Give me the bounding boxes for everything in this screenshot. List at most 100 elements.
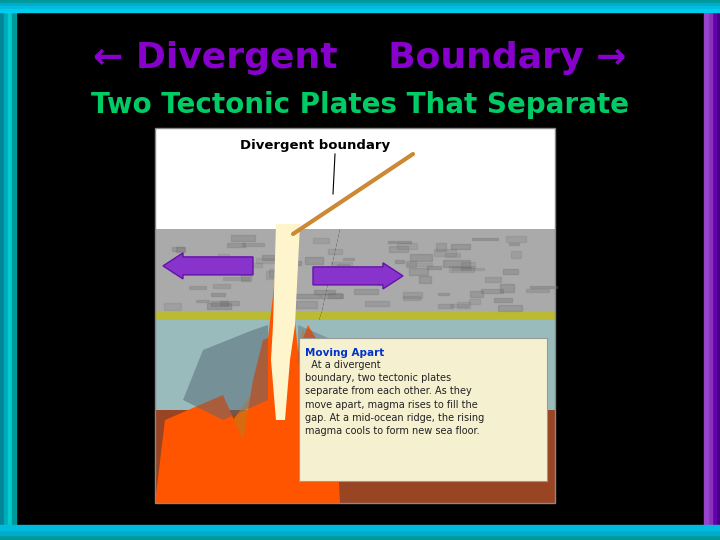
Bar [716, 0, 720, 540]
Bar [163, 303, 181, 310]
Bar [4, 0, 8, 540]
Bar [449, 266, 474, 272]
Bar [511, 251, 521, 258]
Bar [443, 260, 470, 267]
Bar [296, 301, 317, 308]
Bar [445, 253, 460, 258]
Bar [155, 410, 555, 503]
Bar [242, 244, 264, 246]
Bar [321, 294, 343, 298]
Bar [451, 244, 469, 249]
Bar [155, 128, 555, 229]
Bar [406, 261, 416, 267]
Bar [171, 247, 184, 251]
Bar [526, 289, 549, 292]
Bar [509, 242, 519, 245]
Bar [331, 262, 351, 265]
Bar [227, 244, 245, 247]
Bar [472, 238, 498, 240]
Bar [365, 301, 389, 306]
Bar [0, 530, 720, 535]
Text: At a divergent
boundary, two tectonic plates
separate from each other. As they
m: At a divergent boundary, two tectonic pl… [305, 360, 485, 436]
Bar [408, 264, 432, 266]
Bar [231, 234, 255, 240]
Bar [470, 292, 483, 296]
Text: Oceanic
lithosphere: Oceanic lithosphere [457, 347, 533, 375]
Bar [207, 303, 231, 308]
Polygon shape [183, 325, 268, 420]
Bar [500, 285, 513, 292]
Bar [172, 265, 200, 273]
Bar [220, 301, 240, 305]
Bar [503, 268, 518, 274]
Bar [480, 288, 503, 293]
Text: Two Tectonic Plates That Separate: Two Tectonic Plates That Separate [91, 91, 629, 119]
Bar [208, 264, 235, 270]
Bar [0, 0, 720, 3]
Bar [506, 236, 526, 241]
Bar [210, 293, 225, 296]
Polygon shape [165, 284, 333, 503]
Bar [712, 0, 716, 540]
Bar [266, 271, 279, 279]
Bar [410, 254, 431, 261]
Bar [336, 264, 349, 268]
Polygon shape [298, 325, 353, 410]
Bar [403, 292, 422, 298]
Bar [313, 238, 328, 242]
Bar [493, 298, 512, 302]
Bar [269, 269, 291, 277]
Bar [296, 294, 320, 298]
Bar [704, 0, 708, 540]
Polygon shape [155, 262, 340, 503]
Bar [469, 299, 480, 304]
Bar [365, 274, 379, 276]
Polygon shape [319, 311, 555, 320]
Bar [256, 258, 275, 262]
Bar [419, 276, 431, 282]
Bar [241, 274, 251, 281]
Bar [343, 258, 354, 260]
Text: ← Divergent    Boundary →: ← Divergent Boundary → [94, 41, 626, 75]
Bar [402, 296, 420, 300]
Bar [457, 302, 470, 308]
Bar [451, 304, 469, 307]
Bar [211, 301, 228, 306]
Bar [328, 248, 342, 254]
Bar [461, 262, 474, 268]
Text: Divergent boundary: Divergent boundary [240, 139, 390, 152]
Bar [409, 268, 428, 274]
Bar [438, 293, 449, 295]
Polygon shape [155, 311, 322, 320]
Bar [530, 286, 557, 288]
Bar [436, 244, 446, 251]
Bar [498, 305, 522, 311]
Bar [0, 9, 720, 12]
Bar [223, 277, 248, 280]
Bar [218, 254, 229, 257]
Bar [485, 278, 501, 282]
Polygon shape [322, 229, 555, 311]
Bar [708, 0, 712, 540]
Bar [8, 0, 12, 540]
Bar [0, 525, 720, 530]
Bar [397, 243, 417, 249]
Bar [461, 268, 485, 270]
Bar [428, 266, 441, 269]
Bar [434, 248, 456, 256]
Text: Moving Apart: Moving Apart [305, 348, 384, 358]
Bar [0, 6, 720, 9]
Bar [340, 269, 366, 275]
Bar [354, 289, 377, 294]
Bar [389, 241, 411, 244]
Bar [279, 261, 301, 265]
Bar [155, 128, 555, 503]
Bar [299, 338, 547, 481]
Bar [229, 268, 238, 271]
Bar [0, 535, 720, 540]
Bar [389, 246, 408, 252]
Bar [196, 300, 209, 302]
FancyArrow shape [163, 253, 253, 279]
Bar [155, 320, 555, 410]
Bar [213, 284, 230, 288]
